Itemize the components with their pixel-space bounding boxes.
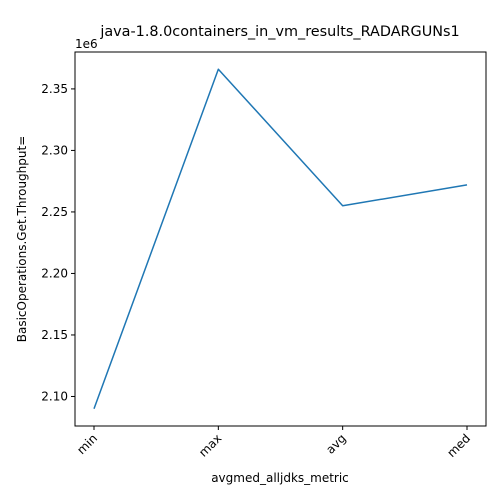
x-axis-ticks: min max avg med (74, 426, 473, 460)
y-axis-label: BasicOperations.Get.Throughput= (15, 136, 29, 343)
y-tick-label: 2.30 (41, 143, 68, 157)
x-tick-label: max (196, 431, 224, 459)
y-tick-label: 2.15 (41, 328, 68, 342)
y-tick-label: 2.25 (41, 205, 68, 219)
series-line (93, 68, 468, 410)
y-tick-label: 2.20 (41, 266, 68, 280)
plot-area-frame (74, 51, 487, 427)
y-tick-label: 2.35 (41, 82, 68, 96)
series-lines (93, 68, 468, 410)
x-tick-label: avg (323, 431, 349, 457)
x-tick-label: med (444, 431, 473, 460)
chart-title: java-1.8.0containers_in_vm_results_RADAR… (99, 24, 459, 40)
x-axis-label: avgmed_alljdks_metric (211, 471, 349, 485)
y-axis-ticks: 2.10 2.15 2.20 2.25 2.30 2.35 (41, 82, 75, 403)
x-tick-label: min (74, 431, 100, 457)
y-axis-scale-label: 1e6 (75, 37, 98, 51)
y-tick-label: 2.10 (41, 389, 68, 403)
